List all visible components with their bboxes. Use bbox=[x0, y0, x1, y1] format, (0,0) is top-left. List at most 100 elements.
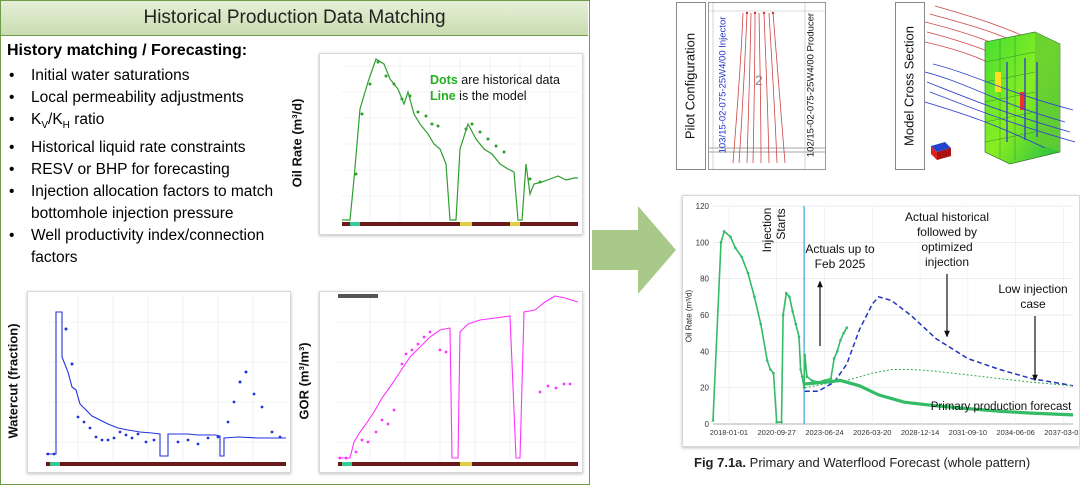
history-point bbox=[803, 353, 807, 357]
injector-label: 103/15-02-075-25W4/00 Injector bbox=[717, 16, 729, 154]
y-tick-label: 0 bbox=[705, 420, 710, 429]
kv-kh-symbol: KV/KH bbox=[31, 111, 70, 132]
history-point bbox=[835, 350, 839, 353]
bullet-text: RESV or BHP for forecasting bbox=[31, 161, 230, 179]
optimized-arrow-head bbox=[944, 330, 950, 338]
producer-label: 102/15-02-075-25W4/00 Producer bbox=[805, 12, 817, 158]
bullet-text: ratio bbox=[74, 111, 105, 128]
oil-rate-plot bbox=[342, 58, 578, 226]
history-point bbox=[765, 359, 769, 362]
history-point bbox=[780, 420, 783, 424]
starts-label: Starts bbox=[774, 208, 788, 240]
actuals-annotation: Actuals up to Feb 2025 bbox=[805, 242, 875, 271]
forecast-y-tick-labels: 120 100 80 60 40 20 0 bbox=[696, 202, 710, 429]
bullet-item: Well productivity index/connection facto… bbox=[7, 225, 307, 269]
history-point bbox=[772, 371, 775, 375]
watercut-model-line bbox=[46, 311, 286, 457]
watercut-plot bbox=[46, 296, 286, 466]
bullet-text: Initial water saturations bbox=[31, 67, 190, 84]
history-point bbox=[740, 255, 743, 259]
forecast-plot: 120 100 80 60 40 20 0 2018-01-01 2020-09-27 2023… bbox=[696, 202, 1080, 437]
oil-history-dots bbox=[354, 60, 542, 184]
history-point bbox=[746, 271, 750, 275]
low-injection-series-line bbox=[804, 369, 1074, 389]
history-point bbox=[788, 295, 791, 299]
injector-trajectories bbox=[925, 63, 1075, 149]
history-point bbox=[799, 368, 802, 371]
history-point bbox=[794, 322, 798, 326]
watercut-chart bbox=[27, 291, 291, 473]
panel-title: Historical Production Data Matching bbox=[1, 1, 588, 36]
x-tick-label: 2018-01-01 bbox=[710, 428, 748, 437]
history-point bbox=[734, 246, 737, 250]
history-point bbox=[711, 419, 715, 422]
history-point bbox=[842, 331, 845, 335]
x-tick-label: 2037-03-02 bbox=[1044, 428, 1079, 437]
history-point bbox=[781, 313, 785, 317]
history-series-line bbox=[712, 229, 848, 423]
gor-axis-label: GOR (m³/m³) bbox=[296, 342, 312, 420]
pilot-configuration-panel: Pilot Configuration 2 1 bbox=[676, 0, 826, 172]
bullet-item: Local permeability adjustments bbox=[7, 87, 307, 109]
gor-chart bbox=[319, 291, 583, 473]
history-point bbox=[839, 339, 842, 342]
pilot-wells-plot: 2 bbox=[709, 3, 825, 169]
bullet-item: RESV or BHP for forecasting bbox=[7, 159, 307, 181]
legend-dots-entry: Dots are historical data bbox=[430, 73, 560, 87]
forecast-x-tick-labels: 2018-01-01 2020-09-27 2023-06-24 2026-03-20… bbox=[710, 428, 1080, 437]
legend-line-entry: Line is the model bbox=[430, 89, 527, 103]
gor-model-line bbox=[338, 295, 579, 459]
x-tick-label: 2031-09-10 bbox=[949, 428, 987, 437]
history-point bbox=[784, 291, 788, 295]
gor-plot bbox=[338, 294, 579, 466]
history-point bbox=[753, 295, 756, 299]
cross-section-label: Model Cross Section bbox=[901, 26, 917, 146]
history-point bbox=[810, 379, 814, 382]
figure-caption: Fig 7.1a. Primary and Waterflood Forecas… bbox=[694, 455, 1031, 470]
bullet-text: Injection allocation factors to match bo… bbox=[31, 183, 274, 223]
history-point bbox=[719, 241, 723, 244]
history-point bbox=[805, 375, 809, 379]
gor-history-dots bbox=[338, 330, 572, 460]
history-point bbox=[829, 377, 833, 380]
pilot-map: 2 103/15-02-075-25W4/00 Injector 102/15-… bbox=[708, 2, 826, 170]
y-tick-label: 60 bbox=[700, 311, 709, 320]
y-tick-label: 80 bbox=[700, 275, 709, 284]
actuals-arrow-head bbox=[817, 280, 823, 288]
x-tick-label: 2023-06-24 bbox=[805, 428, 843, 437]
bullet-item: KV/KH ratio bbox=[7, 109, 307, 137]
primary-forecast-annotation: Primary production forecast bbox=[930, 401, 1072, 413]
low-injection-arrow-head bbox=[1032, 374, 1038, 382]
bullet-item: Injection allocation factors to match bo… bbox=[7, 181, 307, 225]
x-tick-label: 2026-03-20 bbox=[853, 428, 891, 437]
bullet-text: Local permeability adjustments bbox=[31, 89, 244, 106]
history-point bbox=[759, 322, 763, 326]
bullet-text: Historical liquid rate constraints bbox=[31, 139, 246, 157]
annotation-arrows bbox=[817, 274, 1038, 382]
primary-forecast-series-line bbox=[804, 378, 1074, 417]
history-point bbox=[775, 420, 779, 424]
model-cross-section-panel: Model Cross Section bbox=[895, 0, 1077, 172]
watercut-axis-label: Watercut (fraction) bbox=[5, 323, 21, 439]
bullet-item: Initial water saturations bbox=[7, 65, 307, 87]
history-point bbox=[729, 235, 732, 239]
history-point bbox=[791, 310, 794, 313]
x-tick-label: 2020-09-27 bbox=[758, 428, 796, 437]
well-trajectories bbox=[732, 12, 786, 164]
oil-rate-history-chart: Dots are historical data Line is the mod… bbox=[319, 53, 583, 235]
y-tick-label: 120 bbox=[696, 202, 710, 211]
bullet-item: Historical liquid rate constraints bbox=[7, 137, 307, 159]
history-point bbox=[845, 326, 849, 330]
flow-arrow-icon bbox=[592, 206, 676, 294]
history-point bbox=[800, 375, 804, 379]
pilot-configuration-label: Pilot Configuration bbox=[682, 32, 698, 140]
y-tick-label: 20 bbox=[700, 384, 709, 393]
low-injection-annotation: Low injection case bbox=[998, 282, 1068, 311]
forecast-axis-label: Oil Rate (m³/d) bbox=[684, 289, 694, 343]
history-point bbox=[797, 335, 801, 339]
pilot-marker: 2 bbox=[755, 72, 763, 88]
x-tick-label: 2034-06-06 bbox=[996, 428, 1034, 437]
forecast-series bbox=[711, 229, 1074, 424]
oil-rate-axis-label: Oil Rate (m³/d) bbox=[289, 98, 305, 188]
history-point bbox=[722, 230, 726, 233]
